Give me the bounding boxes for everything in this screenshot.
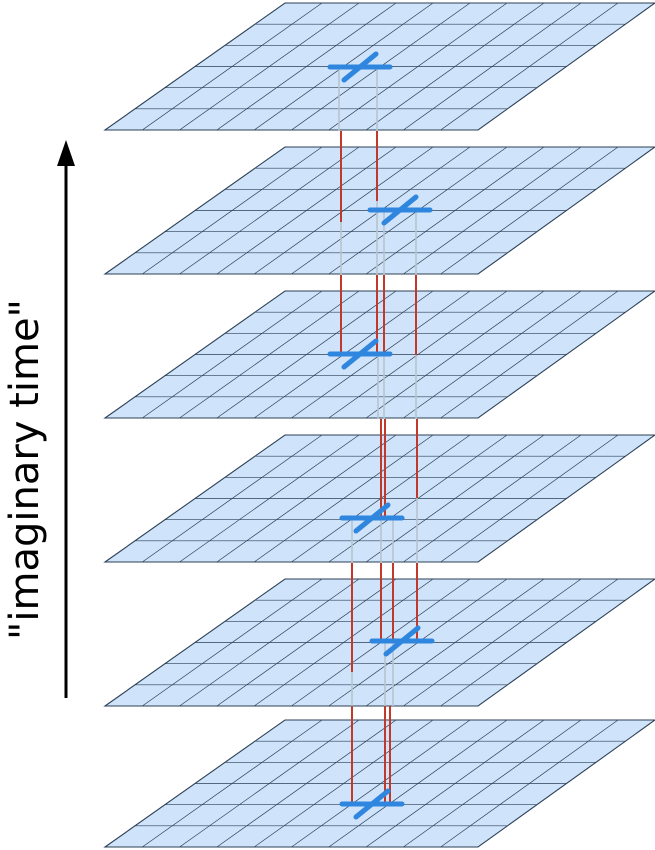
worldlines (338, 68, 418, 804)
exchange-cross (339, 502, 405, 534)
grid-line-column (179, 719, 360, 848)
grid-line-column (403, 2, 582, 131)
grid-line-column (216, 146, 397, 275)
exchange-cross (367, 194, 433, 226)
grid-line-column (253, 146, 434, 275)
grid-line-column (365, 2, 545, 131)
grid-line-column (291, 719, 471, 848)
time-axis (57, 140, 75, 698)
grid-line-column (253, 719, 434, 848)
grid-line-column (328, 290, 508, 419)
grid-line-column (253, 434, 434, 563)
grid-line-column (179, 578, 360, 707)
grid-line-column (142, 290, 323, 419)
grid-line-column (440, 434, 619, 563)
grid-line-column (142, 146, 323, 275)
grid-line-column (365, 719, 545, 848)
time-axis-label: "imaginary time" (2, 299, 48, 640)
grid-line-column (216, 290, 397, 419)
time-slice-plane (103, 719, 655, 848)
grid-line-column (403, 290, 582, 419)
grid-line-column (179, 434, 360, 563)
grid-line-column (440, 146, 619, 275)
exchange-cross (327, 338, 393, 370)
grid-line-column (328, 434, 508, 563)
exchange-cross (327, 51, 393, 83)
grid-line-column (253, 578, 434, 707)
grid-line-column (328, 719, 508, 848)
grid-line-column (403, 434, 582, 563)
grid-line-column (216, 2, 397, 131)
grid-line-column (142, 434, 323, 563)
grid-line-column (142, 719, 323, 848)
exchange-markers (327, 51, 435, 820)
grid-line-column (179, 146, 360, 275)
grid-line-column (142, 578, 323, 707)
grid-line-column (216, 719, 397, 848)
grid-line-column (365, 578, 545, 707)
grid-line-column (216, 578, 397, 707)
grid-line-column (440, 719, 619, 848)
grid-line-column (179, 2, 360, 131)
grid-line-column (328, 2, 508, 131)
grid-line-column (179, 290, 360, 419)
grid-line-column (403, 578, 582, 707)
grid-line-column (216, 434, 397, 563)
exchange-cross (369, 625, 435, 657)
grid-line-column (365, 146, 545, 275)
grid-line-column (365, 434, 545, 563)
grid-line-column (403, 719, 582, 848)
grid-line-column (403, 146, 582, 275)
time-arrow-head (57, 140, 75, 166)
grid-line-column (440, 578, 619, 707)
grid-line-column (440, 2, 619, 131)
exchange-cross (339, 788, 405, 820)
grid-line-column (365, 290, 545, 419)
grid-line-column (142, 2, 323, 131)
grid-line-column (440, 290, 619, 419)
